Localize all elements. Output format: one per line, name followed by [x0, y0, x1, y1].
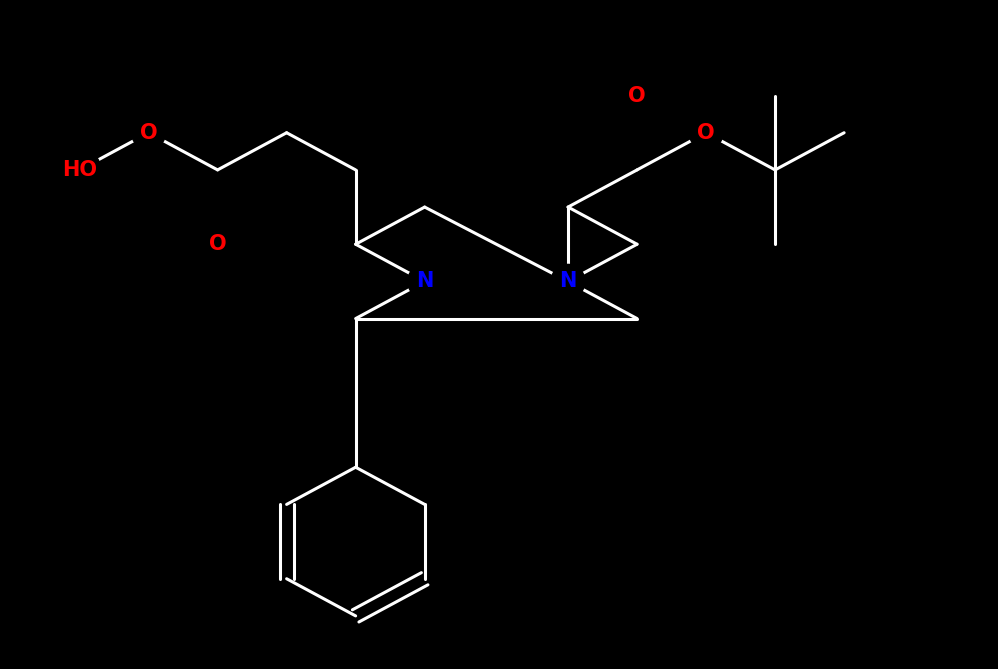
Circle shape: [551, 264, 585, 298]
Text: O: O: [628, 86, 646, 106]
Circle shape: [58, 149, 101, 191]
Text: O: O: [140, 122, 158, 142]
Circle shape: [201, 227, 235, 261]
Circle shape: [689, 116, 724, 150]
Text: O: O: [209, 234, 227, 254]
Text: N: N: [559, 272, 577, 292]
Text: HO: HO: [62, 160, 97, 180]
Circle shape: [132, 116, 166, 150]
Text: O: O: [698, 122, 715, 142]
Text: N: N: [416, 272, 433, 292]
Circle shape: [620, 78, 654, 112]
Circle shape: [407, 264, 442, 298]
